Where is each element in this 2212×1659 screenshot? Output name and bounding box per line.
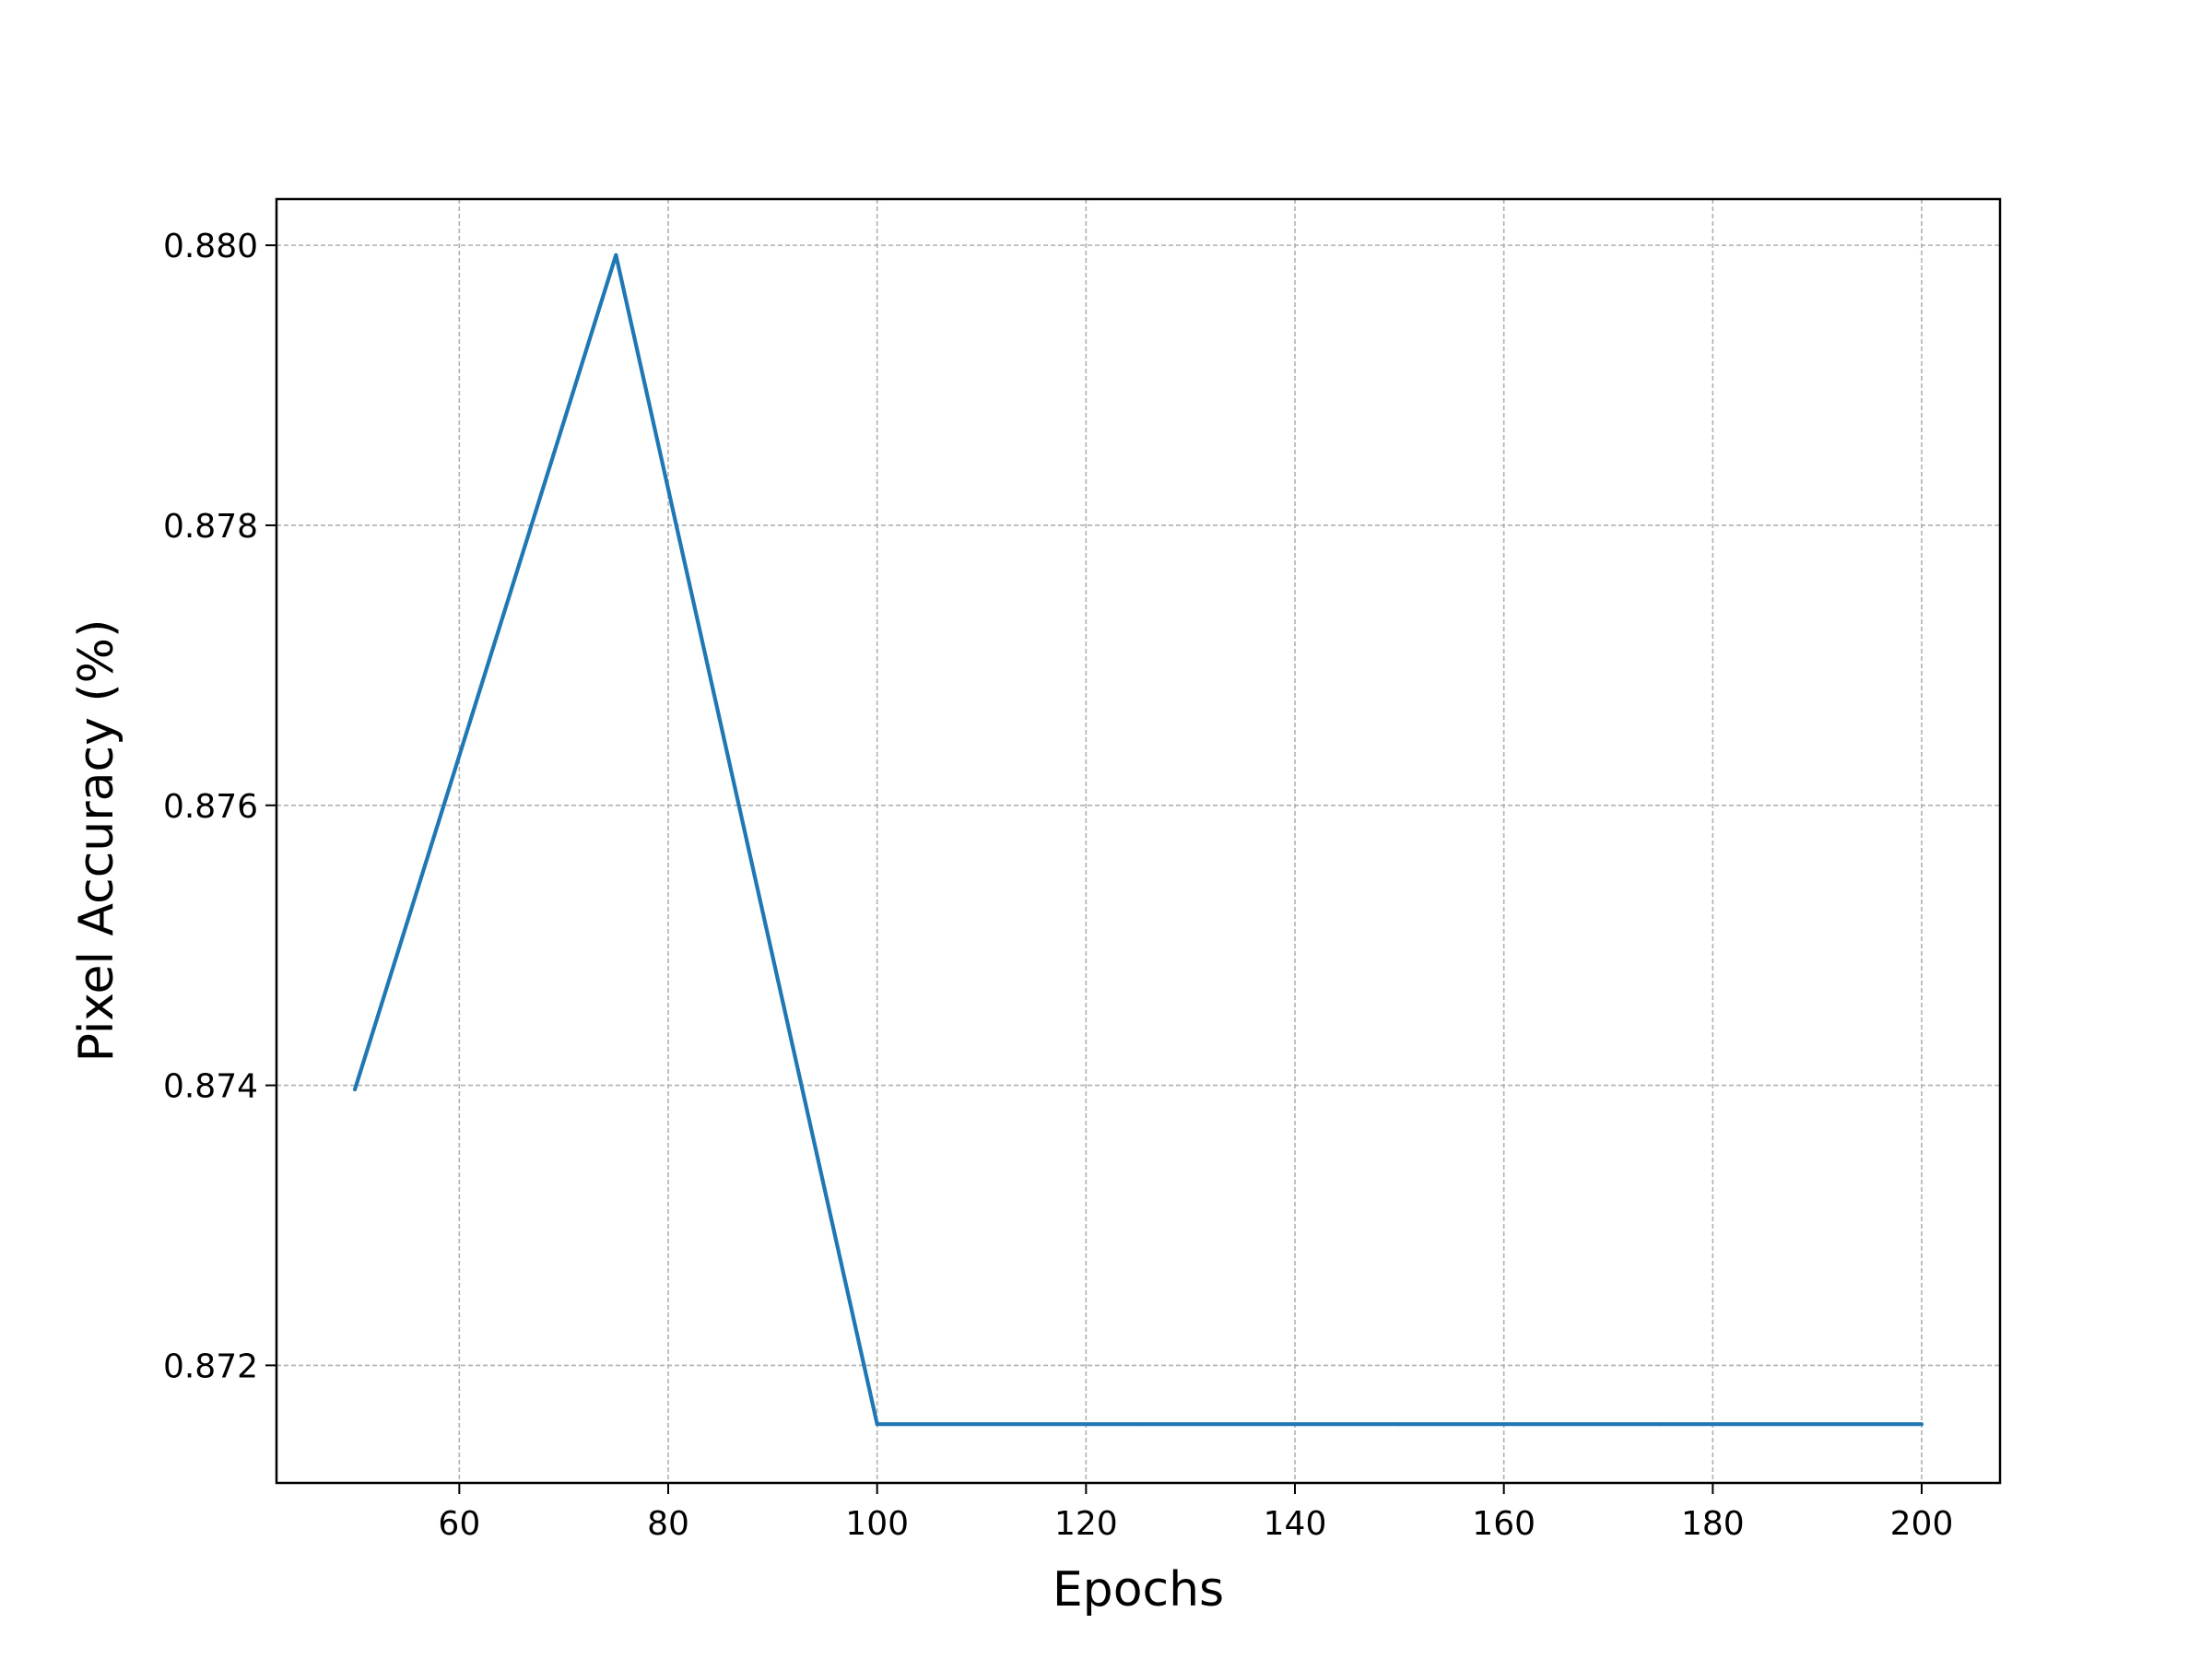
y-tick-label: 0.878: [163, 508, 258, 546]
y-tick-label: 0.874: [163, 1068, 258, 1106]
x-tick-label: 120: [1054, 1505, 1118, 1543]
y-axis-title: Pixel Accuracy (%): [69, 619, 124, 1063]
x-tick-label: 200: [1890, 1505, 1954, 1543]
x-tick-label: 80: [647, 1505, 689, 1543]
x-tick-label: 160: [1472, 1505, 1535, 1543]
data-point: [1658, 1422, 1663, 1427]
y-tick-label: 0.872: [163, 1347, 258, 1385]
data-point: [353, 1088, 357, 1092]
tick-layer: 60 80 100 120 140 160 180 200 0.872 0.874 0.876 0.8…: [163, 228, 1953, 1543]
x-tick-label: 140: [1264, 1505, 1327, 1543]
data-point: [1136, 1422, 1140, 1427]
series-line: [352, 253, 1922, 1427]
x-axis-title: Epochs: [1053, 1562, 1224, 1618]
data-point: [1397, 1422, 1402, 1427]
x-tick-label: 180: [1681, 1505, 1745, 1543]
data-point: [875, 1422, 879, 1427]
data-layer: [352, 253, 1924, 1427]
data-point: [1920, 1422, 1924, 1427]
x-tick-label: 100: [845, 1505, 909, 1543]
grid-layer: [276, 199, 2000, 1483]
y-tick-label: 0.880: [163, 228, 258, 265]
y-tick-label: 0.876: [163, 788, 258, 826]
plot-frame: [275, 197, 2002, 1485]
x-tick-label: 60: [438, 1505, 480, 1543]
data-point: [614, 253, 618, 257]
